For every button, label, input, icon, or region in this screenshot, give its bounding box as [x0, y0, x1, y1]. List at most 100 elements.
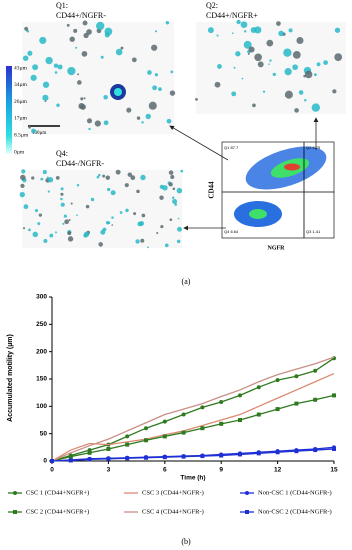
cell-blob [20, 183, 25, 189]
cell-blob [30, 74, 37, 81]
marker [294, 401, 299, 406]
cell-blob [88, 127, 91, 131]
cell-blob [334, 27, 341, 33]
cell-blob [28, 228, 31, 232]
legend-label: CSC 1 (CD44+NGFR+) [26, 489, 89, 496]
marker [332, 393, 336, 398]
cell-blob [39, 36, 47, 45]
cell-blob [76, 80, 82, 85]
cell-blob [55, 176, 60, 180]
x-tick-label: 0 [50, 467, 54, 474]
cell-blob [105, 175, 110, 180]
cell-blob [254, 53, 262, 62]
cell-blob [152, 85, 157, 91]
cell-blob [159, 184, 164, 190]
cell-blob [164, 243, 169, 248]
series-line [51, 448, 335, 462]
x-tick-label: 15 [330, 467, 338, 474]
cell-blob [288, 28, 293, 33]
cell-blob [75, 46, 78, 49]
cell-blob [240, 21, 248, 29]
cell-blob [78, 102, 85, 110]
cell-blob [31, 128, 36, 134]
cell-blob [115, 169, 121, 175]
cell-blob [32, 64, 39, 71]
cell-blob [125, 208, 129, 213]
cell-blob [236, 19, 241, 25]
q1-label: Q1: [56, 1, 68, 10]
marker [144, 438, 148, 443]
cell-blob [19, 191, 25, 198]
cell-blob [214, 81, 221, 88]
flow-population [284, 163, 300, 171]
cell-blob [64, 219, 70, 225]
cell-blob [252, 103, 256, 108]
cell-blob [160, 224, 164, 229]
cell-blob [169, 218, 173, 222]
cell-blob [148, 101, 157, 110]
cell-blob [96, 21, 105, 31]
cell-blob [60, 192, 64, 196]
cell-blob [115, 48, 123, 56]
cell-blob [174, 203, 178, 206]
marker [275, 378, 280, 383]
cell-blob [68, 218, 71, 222]
marker [125, 442, 130, 447]
cell-blob [103, 120, 109, 126]
marker [162, 434, 167, 439]
cell-blob [54, 231, 57, 234]
cell-blob [90, 197, 95, 202]
marker [87, 457, 92, 462]
marker [294, 374, 299, 379]
marker [245, 491, 249, 495]
marker [313, 448, 318, 453]
cell-blob [217, 64, 222, 69]
cell-blob [53, 63, 59, 68]
q4-label: Q4: [56, 149, 68, 158]
cell-blob [85, 204, 90, 209]
flow-population [249, 209, 267, 219]
scale-bar-label: 100µm [32, 131, 46, 136]
cell-blob [180, 169, 184, 173]
cell-blob [37, 222, 41, 226]
cell-blob [107, 187, 111, 192]
q4-text: CD44-/NGFR- [56, 159, 104, 168]
y-tick-label: 200 [36, 348, 47, 355]
x-tick-label: 6 [163, 467, 167, 474]
cell-blob [49, 233, 54, 238]
cell-blob [69, 36, 75, 42]
marker [238, 418, 242, 422]
cell-blob [272, 72, 276, 77]
cell-blob [244, 30, 247, 33]
cell-blob [126, 107, 132, 113]
x-tick-label: 9 [219, 467, 223, 474]
cell-blob [22, 227, 26, 230]
cell-blob [43, 238, 48, 244]
cell-blob [45, 56, 53, 65]
y-tick-label: 150 [36, 376, 47, 383]
cell-blob [216, 34, 219, 37]
quadrant-label: Q1 87.7 [224, 145, 239, 150]
cell-blob [247, 52, 250, 55]
cell-blob [77, 73, 80, 76]
cell-blob [76, 214, 78, 217]
cell-blob [107, 221, 111, 225]
cell-blob [276, 21, 281, 26]
cell-blob [278, 30, 284, 37]
color-scale-label: 0µm [14, 149, 25, 155]
cell-blob [83, 231, 90, 237]
arrow [169, 125, 229, 161]
y-tick-label: 250 [36, 321, 47, 328]
marker [181, 412, 186, 417]
q2-text: CD44+/NGFR+ [206, 11, 258, 20]
q1-text: CD44+/NGFR- [56, 11, 106, 20]
cell-blob [141, 213, 146, 218]
cell-blob [66, 23, 70, 27]
marker [13, 491, 17, 495]
cell-blob [169, 90, 176, 96]
marker [256, 385, 261, 390]
cell-blob [284, 90, 293, 99]
cell-blob [147, 70, 152, 75]
marker [313, 397, 318, 402]
